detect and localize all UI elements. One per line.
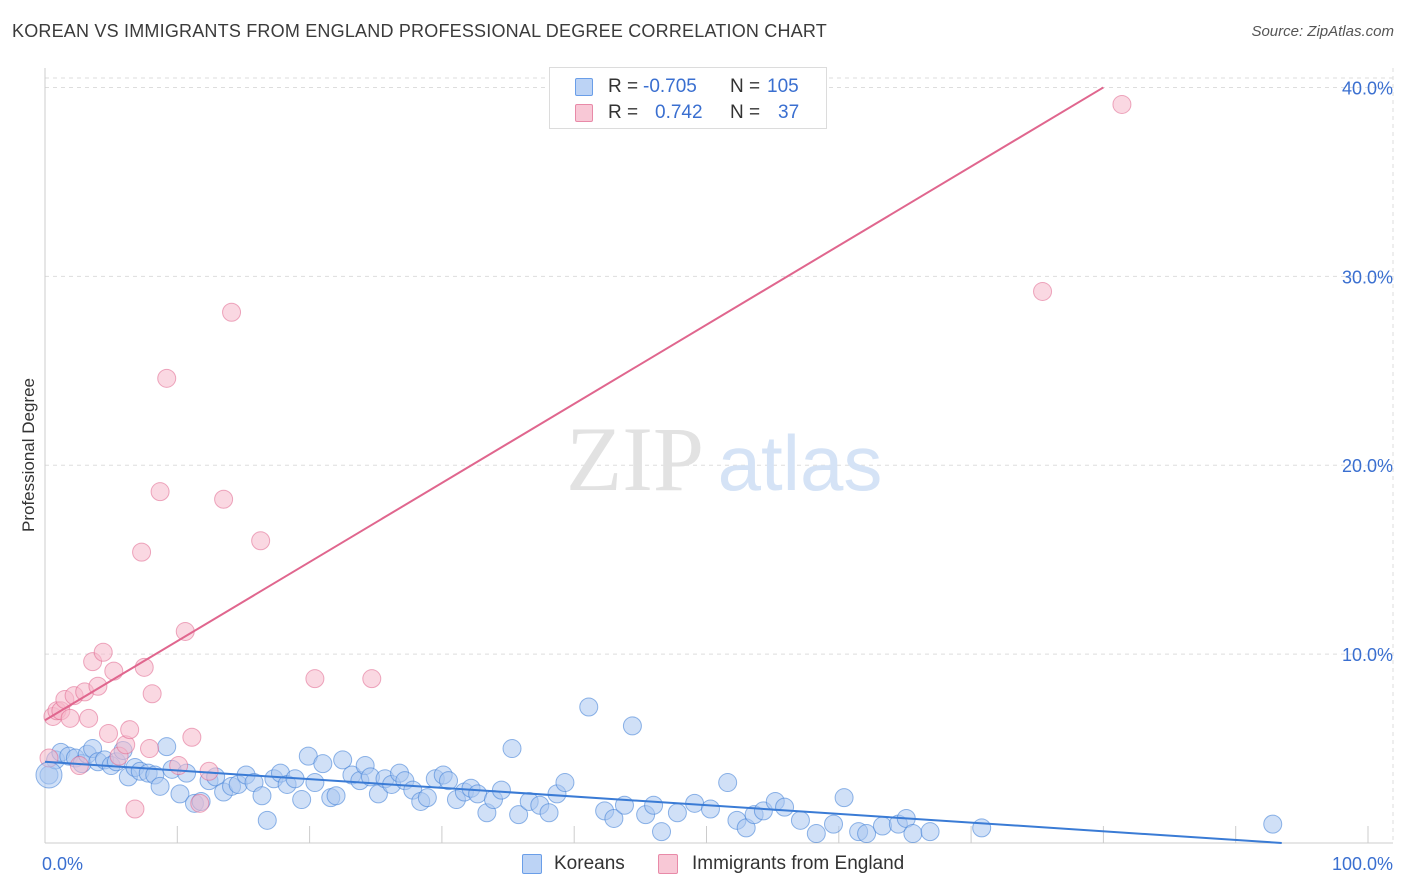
data-point [35, 761, 63, 789]
watermark: ZIP atlas [566, 408, 882, 510]
data-point [326, 786, 346, 806]
watermark-zip: ZIP [566, 408, 704, 510]
data-point [93, 642, 113, 662]
data-point [252, 786, 272, 806]
trend-lines [44, 86, 1282, 844]
source-label: Source: ZipAtlas.com [1251, 23, 1394, 40]
data-point [622, 716, 642, 736]
legend-r-value: 0.742 [655, 102, 703, 123]
data-point [579, 697, 599, 717]
chart-title: KOREAN VS IMMIGRANTS FROM ENGLAND PROFES… [12, 21, 827, 41]
trend-line-england [44, 86, 1104, 722]
series-england [39, 94, 1132, 819]
legend-r-value: -0.705 [643, 76, 697, 97]
data-point [718, 773, 738, 793]
data-point [157, 368, 177, 388]
data-point [700, 799, 720, 819]
data-point [417, 788, 437, 808]
watermark-atlas: atlas [718, 419, 883, 507]
data-point [251, 531, 271, 551]
data-point [157, 737, 177, 757]
data-point [652, 822, 672, 842]
data-point [539, 803, 559, 823]
stats-legend: R = -0.705 N = 105 R = 0.742 N = 37 [549, 67, 827, 129]
tick-labels: 10.0% 20.0% 30.0% 40.0% 0.0% 100.0% [42, 78, 1393, 874]
data-point [644, 795, 664, 815]
legend-swatch-koreans [522, 854, 542, 874]
trend-line-koreans [44, 760, 1282, 844]
data-point [214, 489, 234, 509]
data-point [257, 810, 277, 830]
grid-lines [45, 68, 1394, 843]
data-point [313, 754, 333, 774]
y-tick-label: 20.0% [1342, 456, 1393, 476]
data-point [190, 793, 210, 813]
series-koreans [39, 697, 1283, 844]
x-tick-label: 100.0% [1332, 854, 1393, 874]
legend-swatch-england [575, 104, 593, 122]
legend-r-label: R = [608, 76, 639, 97]
legend-n-label: N = [730, 76, 761, 97]
data-point [79, 708, 99, 728]
y-tick-label: 40.0% [1342, 78, 1393, 98]
data-point [150, 776, 170, 796]
data-point [69, 756, 89, 776]
data-point [834, 788, 854, 808]
data-point [491, 780, 511, 800]
data-point [305, 669, 325, 689]
data-point [604, 808, 624, 828]
x-tick-label: 0.0% [42, 854, 83, 874]
legend-label-koreans: Koreans [554, 853, 625, 874]
data-point [1263, 814, 1283, 834]
data-point [509, 805, 529, 825]
data-point [99, 723, 119, 743]
data-point [305, 773, 325, 793]
data-point [903, 824, 923, 844]
data-point [555, 773, 575, 793]
data-point [439, 771, 459, 791]
data-point [790, 810, 810, 830]
data-point [362, 669, 382, 689]
legend-swatch-england [658, 854, 678, 874]
data-point [125, 799, 145, 819]
data-point [170, 784, 190, 804]
data-point [182, 727, 202, 747]
data-point [104, 661, 124, 681]
data-point [150, 482, 170, 502]
legend-n-label: N = [730, 102, 761, 123]
legend-label-england: Immigrants from England [692, 853, 905, 874]
y-axis-label: Professional Degree [19, 378, 38, 532]
data-point [120, 720, 140, 740]
data-point [175, 621, 195, 641]
data-point [142, 684, 162, 704]
data-point [1112, 94, 1132, 114]
data-point [872, 816, 892, 836]
data-point [972, 818, 992, 838]
data-point [140, 739, 160, 759]
data-point [132, 542, 152, 562]
data-point [806, 824, 826, 844]
legend-n-value: 37 [778, 102, 800, 123]
data-point [60, 708, 80, 728]
data-point [857, 824, 877, 844]
legend-r-label: R = [608, 102, 639, 123]
data-points [35, 94, 1283, 844]
data-point [222, 302, 242, 322]
legend-swatch-koreans [575, 78, 593, 96]
data-point [920, 822, 940, 842]
data-point [468, 784, 488, 804]
y-tick-label: 10.0% [1342, 645, 1393, 665]
data-point [292, 790, 312, 810]
data-point [775, 797, 795, 817]
data-point [667, 803, 687, 823]
data-point [824, 814, 844, 834]
data-point [502, 739, 522, 759]
data-point [1033, 281, 1053, 301]
data-point [333, 750, 353, 770]
legend-n-value: 105 [767, 76, 799, 97]
y-tick-label: 30.0% [1342, 267, 1393, 287]
